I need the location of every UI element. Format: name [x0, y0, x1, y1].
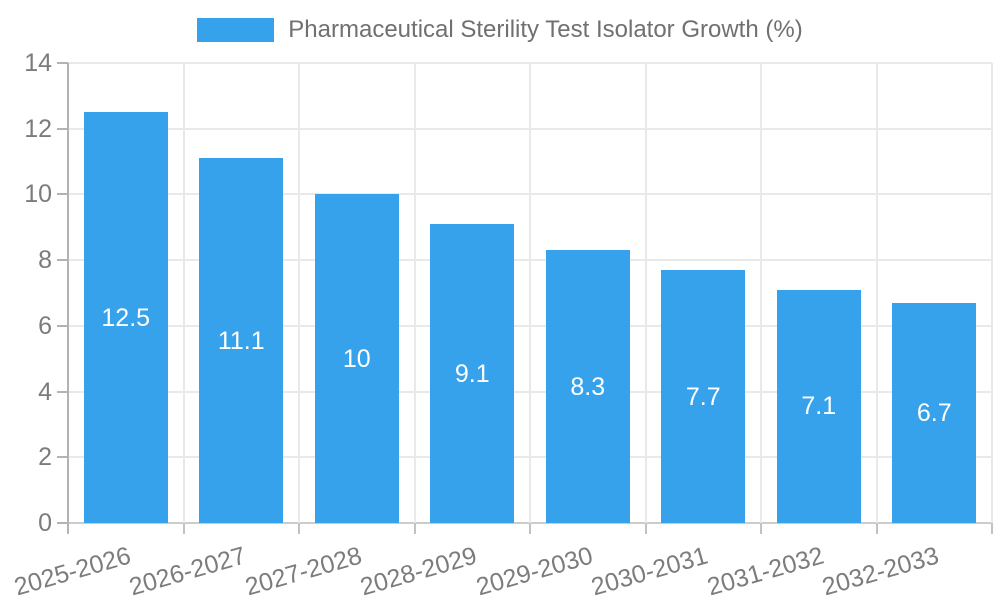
x-axis-tick-mark — [529, 523, 531, 534]
y-axis-line — [67, 63, 69, 533]
y-axis-tick-label: 6 — [38, 311, 52, 340]
bar-value-label: 10 — [342, 344, 371, 373]
gridline — [529, 63, 531, 523]
y-axis-tick-label: 4 — [38, 377, 52, 406]
bar-value-label: 7.1 — [801, 392, 837, 421]
gridline — [413, 63, 416, 523]
gridline — [875, 63, 878, 523]
bar-value-label: 11.1 — [217, 326, 265, 355]
y-axis-tick-mark — [57, 522, 68, 524]
y-axis-tick-mark — [57, 259, 68, 262]
y-axis-tick-mark — [57, 62, 68, 64]
bar-value-label: 12.5 — [101, 303, 151, 332]
gridline — [760, 63, 762, 523]
bar-2026-2027[interactable] — [199, 158, 284, 523]
bar-value-label: 8.3 — [570, 372, 606, 401]
bar-2031-2032[interactable] — [776, 289, 861, 523]
x-axis-tick-mark — [413, 523, 416, 534]
gridline — [182, 63, 185, 523]
x-axis-tick-mark — [875, 523, 878, 534]
y-axis-tick-label: 10 — [24, 180, 52, 209]
legend-swatch[interactable] — [197, 18, 275, 42]
x-axis-tick-mark — [644, 523, 647, 534]
y-axis-tick-label: 0 — [38, 509, 52, 537]
gridline — [644, 63, 647, 523]
gridline — [991, 63, 993, 523]
y-axis-tick-label: 8 — [38, 246, 52, 275]
y-axis-tick-mark — [57, 324, 68, 327]
y-axis-tick-mark — [57, 456, 68, 459]
x-axis-tick-mark — [298, 523, 300, 534]
x-axis-tick-mark — [991, 523, 993, 534]
bar-2032-2033[interactable] — [892, 302, 977, 523]
plot-area: 0 2 4 6 8 10 12 14 12.5 2025-2026 11.1 2026-2027 10 2… — [11, 49, 993, 600]
bar-2028-2029[interactable] — [430, 224, 515, 523]
y-axis-tick-label: 14 — [24, 49, 52, 77]
legend-label: Pharmaceutical Sterility Test Isolator G… — [288, 16, 803, 43]
gridline — [298, 63, 300, 523]
y-axis-tick-label: 12 — [24, 114, 52, 143]
x-axis-tick-mark — [760, 523, 762, 534]
bar-value-label: 6.7 — [916, 398, 952, 427]
y-axis-tick-mark — [57, 127, 68, 130]
bar-value-label: 9.1 — [454, 359, 490, 388]
y-axis-tick-label: 2 — [38, 443, 52, 472]
chart-legend[interactable]: Pharmaceutical Sterility Test Isolator G… — [0, 16, 1000, 44]
bar-value-label: 7.7 — [685, 382, 721, 411]
x-axis-tick-mark — [182, 523, 185, 534]
bar-2025-2026[interactable] — [83, 112, 168, 523]
y-axis-tick-mark — [57, 193, 68, 196]
y-axis-tick-mark — [57, 390, 68, 393]
bar-2027-2028[interactable] — [314, 194, 399, 523]
bar-2029-2030[interactable] — [545, 250, 630, 523]
bar-2030-2031[interactable] — [661, 270, 746, 523]
